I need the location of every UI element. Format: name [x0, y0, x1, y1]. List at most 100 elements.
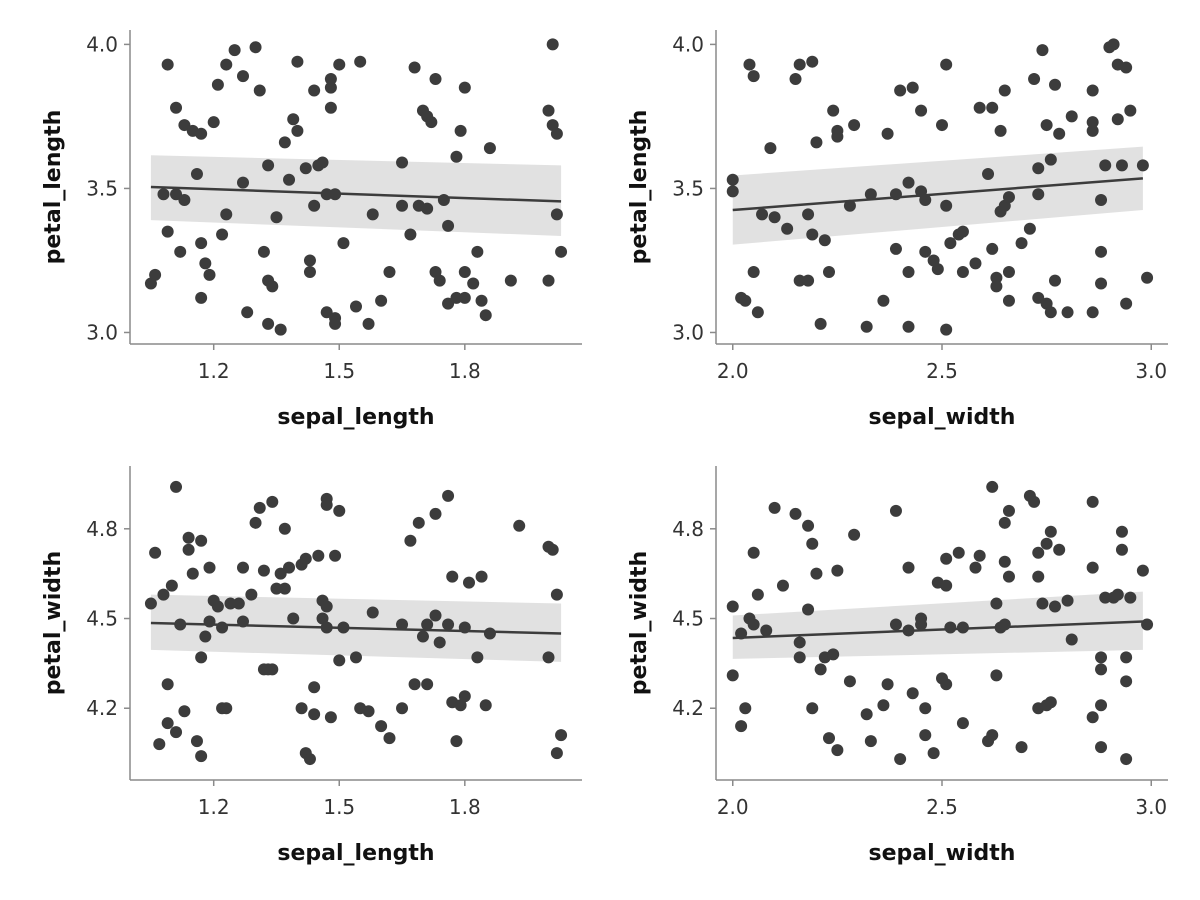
- data-point: [1036, 597, 1049, 610]
- x-tick-label: 2.0: [717, 795, 749, 819]
- data-point: [944, 621, 957, 634]
- data-point: [881, 127, 894, 140]
- data-point: [216, 228, 229, 241]
- data-point: [802, 603, 815, 616]
- data-point: [889, 242, 902, 255]
- data-point: [157, 588, 170, 601]
- data-point: [207, 116, 220, 129]
- data-point: [253, 501, 266, 514]
- data-point: [178, 705, 191, 718]
- data-point: [860, 320, 873, 333]
- y-tick-label: 3.5: [672, 176, 704, 200]
- data-point: [550, 208, 563, 221]
- data-point: [915, 612, 928, 625]
- data-point: [902, 320, 915, 333]
- data-point: [990, 271, 1003, 284]
- data-point: [237, 176, 249, 189]
- x-tick-label: 1.8: [449, 359, 481, 383]
- data-point: [555, 729, 568, 742]
- data-point: [1095, 245, 1108, 258]
- data-point: [433, 274, 446, 287]
- data-point: [919, 729, 932, 742]
- data-point: [408, 678, 421, 691]
- data-point: [408, 61, 421, 74]
- data-point: [161, 225, 174, 238]
- data-point: [308, 708, 321, 721]
- data-point: [1095, 651, 1108, 664]
- data-point: [969, 257, 982, 270]
- data-point: [350, 300, 362, 313]
- data-point: [739, 294, 752, 307]
- data-point: [881, 678, 894, 691]
- data-point: [303, 265, 316, 278]
- data-point: [1124, 104, 1137, 117]
- data-point: [161, 58, 174, 71]
- x-axis-label: sepal_width: [869, 841, 1016, 866]
- data-point: [433, 636, 446, 649]
- data-point: [375, 720, 388, 733]
- data-point: [383, 265, 396, 278]
- x-tick-label: 1.8: [449, 795, 481, 819]
- data-point: [475, 294, 488, 307]
- data-point: [232, 597, 245, 610]
- x-tick-label: 2.0: [717, 359, 749, 383]
- data-point: [986, 480, 999, 493]
- data-point: [504, 274, 517, 287]
- data-point: [877, 699, 890, 712]
- y-tick-label: 4.0: [86, 32, 118, 56]
- data-point: [1095, 193, 1108, 206]
- data-point: [182, 531, 195, 544]
- data-point: [1099, 591, 1112, 604]
- data-point: [257, 564, 270, 577]
- data-point: [1111, 588, 1124, 601]
- data-point: [864, 735, 877, 748]
- data-point: [802, 274, 815, 287]
- y-axis-label: petal_width: [41, 551, 66, 695]
- data-point: [1044, 153, 1057, 166]
- data-point: [806, 228, 819, 241]
- data-point: [1002, 191, 1015, 204]
- data-point: [1086, 711, 1099, 724]
- data-point: [161, 678, 174, 691]
- data-point: [333, 654, 346, 667]
- data-point: [257, 245, 270, 258]
- data-point: [814, 317, 827, 330]
- data-point: [1015, 237, 1028, 250]
- data-point: [1086, 124, 1099, 137]
- data-point: [806, 702, 819, 715]
- data-point: [831, 564, 844, 577]
- data-point: [170, 101, 183, 114]
- data-point: [396, 702, 409, 715]
- data-point: [190, 168, 203, 181]
- data-point: [743, 58, 756, 71]
- data-point: [1115, 525, 1128, 538]
- data-point: [542, 274, 555, 287]
- data-point: [211, 600, 224, 613]
- data-point: [396, 156, 409, 169]
- data-point: [940, 323, 953, 336]
- data-point: [1040, 119, 1053, 132]
- data-point: [998, 555, 1011, 568]
- data-point: [149, 546, 162, 559]
- data-point: [1015, 741, 1028, 754]
- data-point: [421, 618, 434, 631]
- data-point: [986, 729, 999, 742]
- data-point: [726, 185, 739, 198]
- data-point: [429, 72, 442, 85]
- data-point: [990, 669, 1003, 682]
- data-point: [249, 41, 262, 54]
- data-point: [1086, 116, 1099, 129]
- data-point: [316, 612, 329, 625]
- data-point: [324, 101, 337, 114]
- data-point: [375, 294, 388, 307]
- data-point: [793, 274, 806, 287]
- data-point: [982, 168, 995, 181]
- data-point: [906, 81, 919, 94]
- data-point: [760, 624, 773, 637]
- data-point: [1049, 600, 1061, 613]
- data-point: [1023, 222, 1036, 235]
- data-point: [283, 561, 296, 574]
- data-point: [416, 630, 429, 643]
- data-point: [458, 265, 471, 278]
